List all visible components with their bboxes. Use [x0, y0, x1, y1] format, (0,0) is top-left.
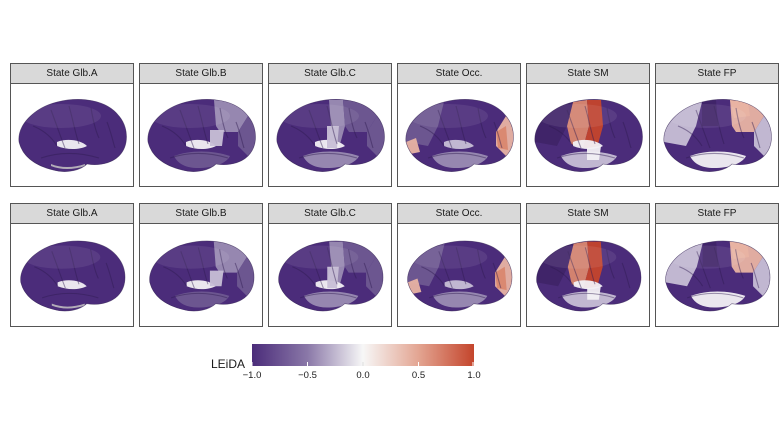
panel-r2-fp: State FP: [655, 203, 779, 327]
brain-surface-fp: [663, 99, 772, 172]
panel-title: State Glb.B: [140, 64, 262, 84]
panel-r2-occ: State Occ.: [397, 203, 521, 327]
panel-row-2: State Glb.A State Glb.B State Glb.C Stat…: [10, 203, 780, 329]
brain-surface-fp: [665, 240, 771, 312]
colorbar-tick-label: 1.0: [467, 370, 481, 381]
panel-title: State Glb.A: [11, 204, 133, 224]
cortex-surface: [18, 99, 127, 172]
panel-title: State SM: [527, 64, 649, 84]
colorbar-tick-label: 0.0: [356, 370, 370, 381]
brain-surface-sm: [536, 240, 642, 312]
cortex-surface: [20, 240, 126, 312]
brain-surface-sm: [534, 99, 643, 172]
brain-surface-occ: [407, 240, 513, 312]
legend-title: LEiDA: [211, 357, 246, 371]
panel-r1-glb-c: State Glb.C: [268, 63, 392, 187]
panel-r1-fp: State FP: [655, 63, 779, 187]
colorbar-tick-label: −0.5: [298, 370, 317, 381]
brain-surface-occ: [405, 99, 514, 172]
panel-title: State FP: [656, 204, 778, 224]
panel-r1-glb-b: State Glb.B: [139, 63, 263, 187]
color-legend: LEiDA −1.0 −0.5 0.0 0.5 1.0: [205, 343, 485, 393]
brain-surface-glb-c: [278, 240, 384, 312]
brain-surface-glb-b: [149, 240, 255, 312]
panel-r2-glb-a: State Glb.A: [10, 203, 134, 327]
colorbar-tick-label: 0.5: [411, 370, 426, 381]
panel-title: State FP: [656, 64, 778, 84]
colorbar-gradient: [252, 344, 474, 366]
colorbar: [252, 344, 474, 366]
panel-title: State Occ.: [398, 204, 520, 224]
panel-r1-occ: State Occ.: [397, 63, 521, 187]
panel-r2-sm: State SM: [526, 203, 650, 327]
panel-r1-glb-a: State Glb.A: [10, 63, 134, 187]
panel-r1-sm: State SM: [526, 63, 650, 187]
panel-title: State Glb.B: [140, 204, 262, 224]
panel-title: State SM: [527, 204, 649, 224]
panel-title: State Glb.A: [11, 64, 133, 84]
panel-title: State Glb.C: [269, 204, 391, 224]
brain-surface-glb-c: [276, 99, 385, 172]
colorbar-tick-label: −1.0: [242, 370, 262, 381]
panel-title: State Glb.C: [269, 64, 391, 84]
panel-row-1: State Glb.A State Glb.B State Glb.C Stat…: [10, 63, 780, 189]
panel-r2-glb-c: State Glb.C: [268, 203, 392, 327]
panel-r2-glb-b: State Glb.B: [139, 203, 263, 327]
panel-title: State Occ.: [398, 64, 520, 84]
brain-surface-glb-b: [147, 99, 256, 172]
brain-surface-glb-a: [20, 240, 126, 312]
brain-surface-glb-a: [18, 99, 127, 172]
